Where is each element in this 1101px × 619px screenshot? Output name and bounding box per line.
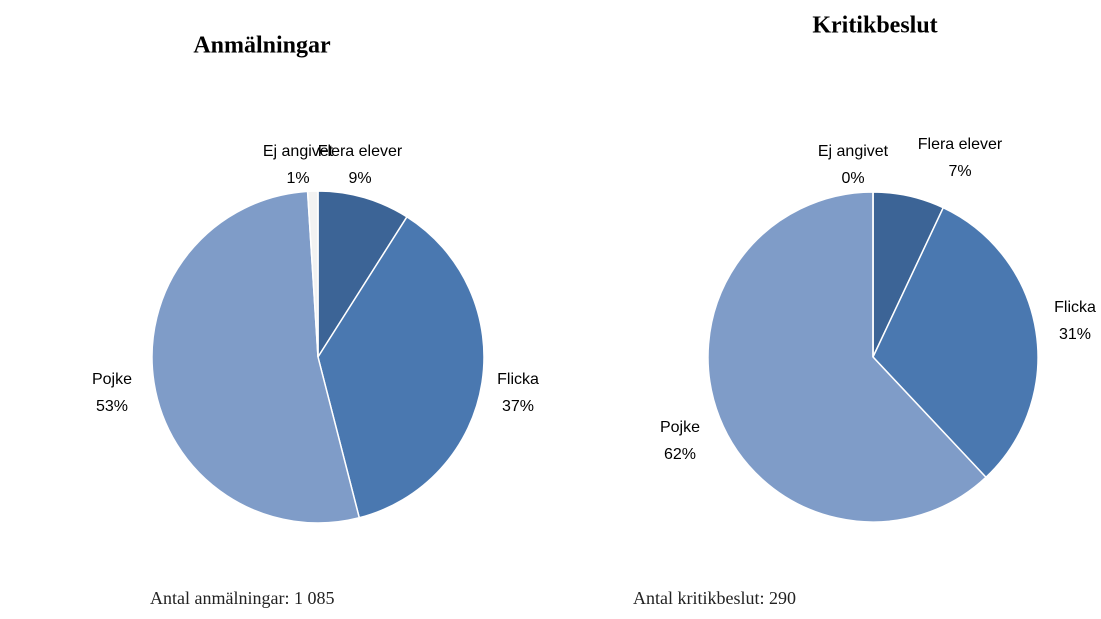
chart-title: Anmälningar [193, 33, 331, 59]
slice-value: 53% [96, 398, 128, 415]
slice-name: Ej angivet [263, 143, 334, 160]
slice-name: Flera elever [918, 136, 1003, 153]
slice-value: 62% [664, 446, 696, 463]
slice-name: Ej angivet [818, 143, 889, 160]
slice-name: Pojke [92, 371, 132, 388]
pie-slice [306, 190, 319, 358]
pie-slice [707, 191, 988, 523]
slice-name: Flicka [1054, 299, 1096, 316]
slice-value: 37% [502, 398, 534, 415]
slice-value: 9% [348, 170, 371, 187]
pie-slice [317, 215, 485, 519]
slice-value: 0% [841, 170, 864, 187]
chart-title: Kritikbeslut [812, 13, 937, 39]
slice-name: Pojke [660, 419, 700, 436]
slice-value: 1% [286, 170, 309, 187]
pie-slice [151, 190, 361, 524]
slice-name: Flicka [497, 371, 539, 388]
pie-slice [872, 206, 1039, 479]
slice-value: 31% [1059, 326, 1091, 343]
footnote: Antal kritikbeslut: 290 [633, 588, 796, 608]
slice-value: 7% [948, 163, 971, 180]
footnote: Antal anmälningar: 1 085 [150, 588, 334, 608]
pie-slice [317, 190, 408, 360]
slice-name: Flera elever [318, 143, 403, 160]
